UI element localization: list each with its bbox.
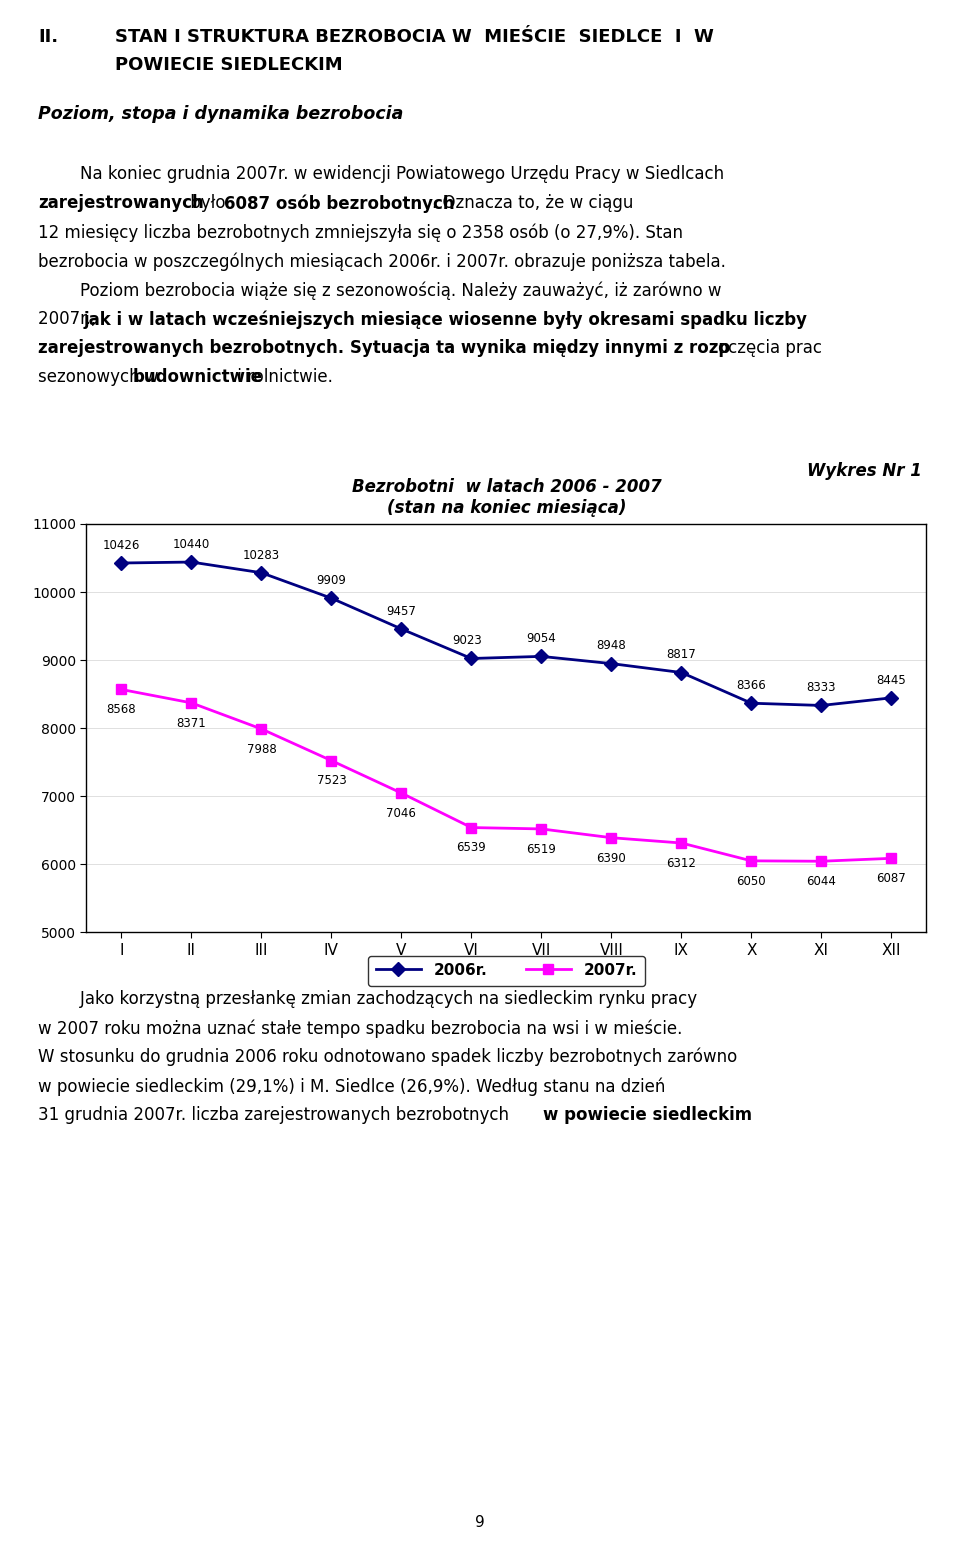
- Text: Jako korzystną przesłankę zmian zachodzących na siedleckim rynku pracy: Jako korzystną przesłankę zmian zachodzą…: [38, 989, 697, 1008]
- Text: STAN I STRUKTURA BEZROBOCIA W  MIEŚCIE  SIEDLCE  I  W: STAN I STRUKTURA BEZROBOCIA W MIEŚCIE SI…: [115, 28, 714, 46]
- Text: 8817: 8817: [666, 649, 696, 661]
- Text: 9457: 9457: [387, 606, 417, 618]
- Text: 8445: 8445: [876, 673, 906, 687]
- Text: 7988: 7988: [247, 743, 276, 755]
- Text: 7046: 7046: [387, 807, 417, 820]
- Text: 8333: 8333: [806, 681, 836, 695]
- Text: 31 grudnia 2007r. liczba zarejestrowanych bezrobotnych: 31 grudnia 2007r. liczba zarejestrowanyc…: [38, 1106, 515, 1123]
- Text: bezrobocia w poszczególnych miesiącach 2006r. i 2007r. obrazuje poniższa tabela.: bezrobocia w poszczególnych miesiącach 2…: [38, 253, 726, 271]
- Text: w 2007 roku można uznać stałe tempo spadku bezrobocia na wsi i w mieście.: w 2007 roku można uznać stałe tempo spad…: [38, 1019, 683, 1037]
- Text: 10283: 10283: [243, 549, 280, 561]
- Text: 6087: 6087: [876, 872, 906, 885]
- Text: zarejestrowanych bezrobotnych. Sytuacja ta wynika między innymi z rozp: zarejestrowanych bezrobotnych. Sytuacja …: [38, 339, 731, 358]
- Text: 8948: 8948: [596, 640, 626, 652]
- Text: 9: 9: [475, 1515, 485, 1530]
- Text: 6539: 6539: [457, 841, 487, 854]
- Text: II.: II.: [38, 28, 59, 46]
- Text: POWIECIE SIEDLECKIM: POWIECIE SIEDLECKIM: [115, 55, 343, 74]
- Text: w powiecie siedleckim: w powiecie siedleckim: [543, 1106, 752, 1123]
- Text: 12 miesięcy liczba bezrobotnych zmniejszyła się o 2358 osób (o 27,9%). Stan: 12 miesięcy liczba bezrobotnych zmniejsz…: [38, 223, 683, 242]
- Text: Wykres Nr 1: Wykres Nr 1: [807, 462, 922, 479]
- Legend: 2006r., 2007r.: 2006r., 2007r.: [368, 955, 645, 986]
- Text: jak i w latach wcześniejszych miesiące wiosenne były okresami spadku liczby: jak i w latach wcześniejszych miesiące w…: [84, 310, 808, 328]
- Text: 8568: 8568: [107, 703, 136, 717]
- Text: 6519: 6519: [526, 843, 557, 855]
- Text: . Oznacza to, że w ciągu: . Oznacza to, że w ciągu: [432, 194, 634, 213]
- Text: oczęcia prac: oczęcia prac: [718, 339, 822, 358]
- Text: było: było: [185, 194, 230, 213]
- Text: i rolnictwie.: i rolnictwie.: [232, 368, 333, 385]
- Text: zarejestrowanych: zarejestrowanych: [38, 194, 204, 213]
- Text: w powiecie siedleckim (29,1%) i M. Siedlce (26,9%). Według stanu na dzień: w powiecie siedleckim (29,1%) i M. Siedl…: [38, 1077, 665, 1096]
- Text: 7523: 7523: [317, 775, 347, 787]
- Text: Poziom, stopa i dynamika bezrobocia: Poziom, stopa i dynamika bezrobocia: [38, 105, 403, 123]
- Title: Bezrobotni  w latach 2006 - 2007
(stan na koniec miesiąca): Bezrobotni w latach 2006 - 2007 (stan na…: [351, 478, 661, 516]
- Text: 9023: 9023: [452, 635, 482, 647]
- Text: 8366: 8366: [736, 680, 766, 692]
- Text: 6050: 6050: [736, 875, 766, 888]
- Text: 10426: 10426: [103, 539, 140, 552]
- Text: Na koniec grudnia 2007r. w ewidencji Powiatowego Urzędu Pracy w Siedlcach: Na koniec grudnia 2007r. w ewidencji Pow…: [38, 165, 724, 183]
- Text: 6390: 6390: [596, 852, 626, 865]
- Text: budownictwie: budownictwie: [133, 368, 263, 385]
- Text: 2007r.,: 2007r.,: [38, 310, 102, 328]
- Text: sezonowych w: sezonowych w: [38, 368, 164, 385]
- Text: 10440: 10440: [173, 538, 210, 552]
- Text: 8371: 8371: [177, 717, 206, 730]
- Text: 6312: 6312: [666, 857, 696, 871]
- Text: Poziom bezrobocia wiąże się z sezonowością. Należy zauważyć, iż zarówno w: Poziom bezrobocia wiąże się z sezonowośc…: [38, 280, 722, 299]
- Text: 6087 osób bezrobotnych: 6087 osób bezrobotnych: [224, 194, 455, 213]
- Text: W stosunku do grudnia 2006 roku odnotowano spadek liczby bezrobotnych zarówno: W stosunku do grudnia 2006 roku odnotowa…: [38, 1048, 737, 1066]
- Text: 9909: 9909: [317, 575, 347, 587]
- Text: 9054: 9054: [526, 632, 556, 646]
- Text: 6044: 6044: [806, 875, 836, 888]
